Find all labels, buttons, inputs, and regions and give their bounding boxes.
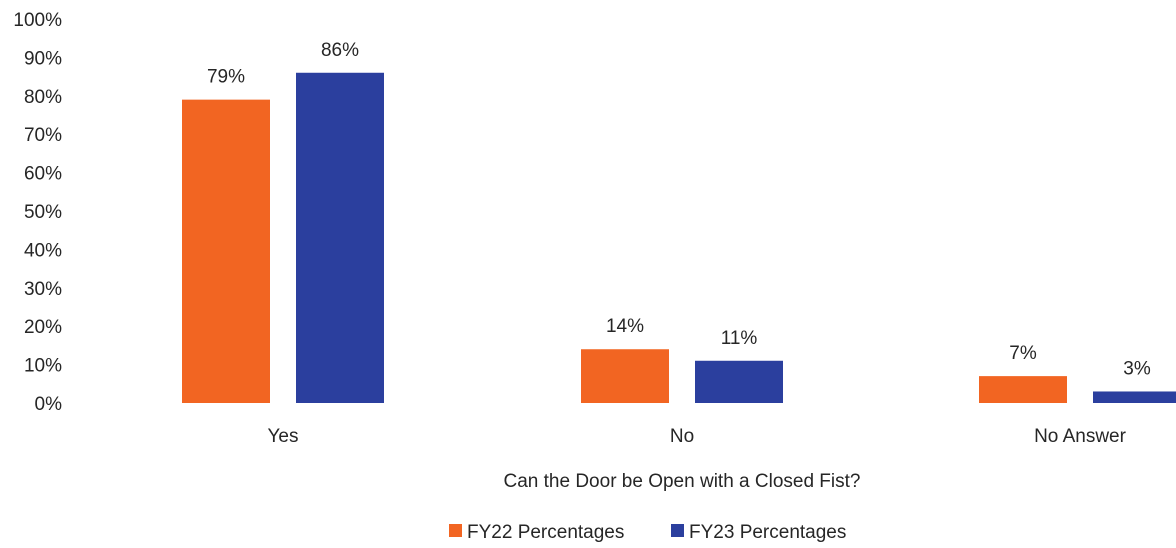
- x-tick-label: No Answer: [1034, 426, 1127, 447]
- bars: [182, 72, 1176, 403]
- y-tick-label: 40%: [24, 240, 62, 261]
- y-tick-label: 60%: [24, 164, 62, 185]
- bar-fy22-percentages-yes: [182, 99, 270, 403]
- y-tick-label: 100%: [13, 10, 62, 31]
- legend: FY22 Percentages FY23 Percentages: [449, 522, 846, 543]
- data-label: 14%: [606, 316, 644, 337]
- data-label: 79%: [207, 67, 245, 88]
- x-axis-title: Can the Door be Open with a Closed Fist?: [504, 471, 861, 492]
- x-tick-label: No: [670, 426, 694, 447]
- legend-swatch: [671, 524, 684, 537]
- y-tick-label: 50%: [24, 202, 62, 223]
- y-tick-label: 30%: [24, 279, 62, 300]
- legend-swatch: [449, 524, 462, 537]
- x-axis: Yes No No Answer: [268, 426, 1127, 447]
- data-label: 3%: [1123, 358, 1151, 379]
- data-label: 11%: [721, 328, 758, 349]
- y-tick-label: 70%: [24, 125, 62, 146]
- legend-label: FY22 Percentages: [467, 522, 624, 543]
- bar-fy22-percentages-no-answer: [979, 376, 1067, 403]
- x-tick-label: Yes: [268, 426, 299, 447]
- data-labels: 79% 86% 14% 11% 7% 3%: [207, 40, 1151, 380]
- legend-label: FY23 Percentages: [689, 522, 846, 543]
- bar-fy22-percentages-no: [581, 349, 669, 403]
- y-tick-label: 90%: [24, 48, 62, 69]
- y-tick-label: 80%: [24, 87, 62, 108]
- y-tick-label: 20%: [24, 317, 62, 338]
- data-label: 7%: [1009, 343, 1037, 364]
- y-tick-label: 10%: [24, 356, 62, 377]
- y-axis: 0% 10% 20% 30% 40% 50% 60% 70% 80% 90% 100%: [13, 10, 62, 415]
- bar-fy23-percentages-yes: [296, 72, 384, 403]
- data-label: 86%: [321, 40, 359, 61]
- y-tick-label: 0%: [35, 394, 63, 415]
- bar-fy23-percentages-no-answer: [1093, 391, 1176, 403]
- bar-fy23-percentages-no: [695, 360, 783, 403]
